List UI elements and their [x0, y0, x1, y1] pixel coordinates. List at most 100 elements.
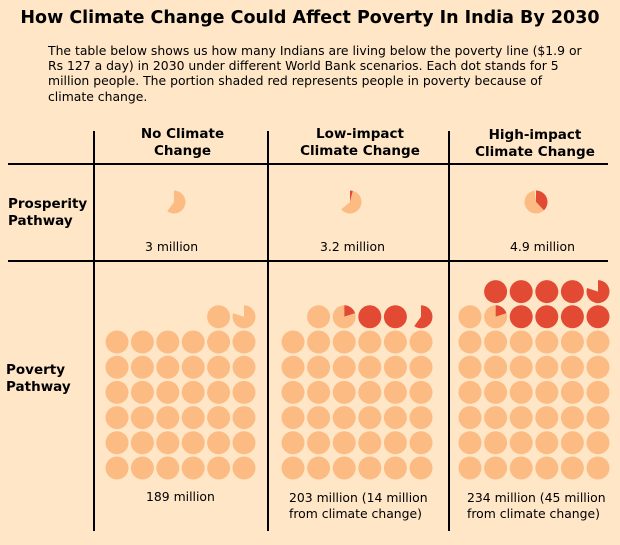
people-dot [586, 305, 610, 329]
people-dot [156, 380, 180, 404]
base-portion [409, 330, 433, 354]
column-header-line: No Climate [140, 126, 225, 142]
row-header-line: Poverty [6, 362, 66, 378]
people-dot [524, 190, 548, 214]
column-header-high-impact: High-impact Climate Change [450, 127, 620, 161]
people-dot [484, 431, 508, 455]
row-header-poverty-pathway: Poverty Pathway [6, 362, 71, 396]
people-dot [535, 380, 559, 404]
base-portion [232, 355, 256, 379]
people-dot [560, 456, 584, 480]
climate-portion [535, 305, 559, 329]
people-dot [560, 330, 584, 354]
base-portion [207, 355, 231, 379]
people-dot [281, 380, 305, 404]
people-dot [458, 330, 482, 354]
column-header-line: Climate Change [300, 143, 420, 159]
base-portion [207, 380, 231, 404]
people-dot [484, 280, 508, 304]
base-portion [409, 456, 433, 480]
base-portion [307, 456, 331, 480]
base-portion [307, 380, 331, 404]
people-dot [332, 431, 356, 455]
base-portion [105, 380, 129, 404]
people-dot [207, 380, 231, 404]
climate-portion [495, 305, 507, 317]
chart-subtitle: The table below shows us how many Indian… [48, 43, 582, 104]
chart-title: How Climate Change Could Affect Poverty … [20, 8, 600, 28]
people-dot [509, 380, 533, 404]
people-dot [383, 305, 407, 329]
people-dot [307, 305, 331, 329]
people-dot [281, 456, 305, 480]
people-dot [307, 456, 331, 480]
people-dot [409, 330, 433, 354]
people-dot [535, 456, 559, 480]
people-dot [105, 330, 129, 354]
base-portion [458, 406, 482, 430]
base-portion [535, 431, 559, 455]
base-portion [484, 380, 508, 404]
people-dot [560, 406, 584, 430]
base-portion [232, 456, 256, 480]
caption-line: 234 million (45 million [467, 490, 606, 505]
people-dot [509, 305, 533, 329]
people-dot [458, 355, 482, 379]
people-dot [383, 431, 407, 455]
base-portion [307, 406, 331, 430]
people-dot [207, 355, 231, 379]
base-portion [232, 431, 256, 455]
people-dot [105, 456, 129, 480]
people-dot [509, 456, 533, 480]
people-dot [232, 330, 256, 354]
base-portion [232, 380, 256, 404]
base-portion [409, 406, 433, 430]
base-portion [307, 305, 331, 329]
people-dot [232, 406, 256, 430]
climate-portion [536, 190, 548, 211]
base-portion [332, 380, 356, 404]
base-portion [586, 431, 610, 455]
base-portion [586, 456, 610, 480]
people-dot [484, 330, 508, 354]
people-dot [281, 330, 305, 354]
people-dot [535, 305, 559, 329]
base-portion [156, 355, 180, 379]
people-dot [458, 380, 482, 404]
people-dot [509, 431, 533, 455]
column-header-line: Low-impact [316, 126, 404, 142]
base-portion [560, 355, 584, 379]
people-dot [341, 190, 362, 214]
people-dot [383, 330, 407, 354]
caption-prosperity-high: 4.9 million [510, 239, 575, 254]
base-portion [535, 456, 559, 480]
base-portion [383, 380, 407, 404]
base-portion [332, 431, 356, 455]
people-dot [414, 305, 433, 329]
base-portion [105, 431, 129, 455]
people-dot [181, 380, 205, 404]
people-dot [156, 456, 180, 480]
people-dot [167, 190, 186, 214]
base-portion [586, 380, 610, 404]
people-dot [358, 330, 382, 354]
base-portion [181, 355, 205, 379]
base-portion [130, 456, 154, 480]
row-header-line: Prosperity [8, 196, 88, 212]
base-portion [358, 406, 382, 430]
base-portion [484, 330, 508, 354]
people-dot [409, 380, 433, 404]
base-portion [383, 456, 407, 480]
climate-portion [358, 305, 382, 329]
base-portion [156, 456, 180, 480]
base-portion [509, 456, 533, 480]
climate-portion [509, 280, 533, 304]
people-dot [181, 456, 205, 480]
people-dot [232, 380, 256, 404]
people-dot [458, 305, 482, 329]
people-dot [586, 330, 610, 354]
base-portion [307, 330, 331, 354]
people-dot [105, 406, 129, 430]
column-header-line: Climate Change [475, 144, 595, 160]
